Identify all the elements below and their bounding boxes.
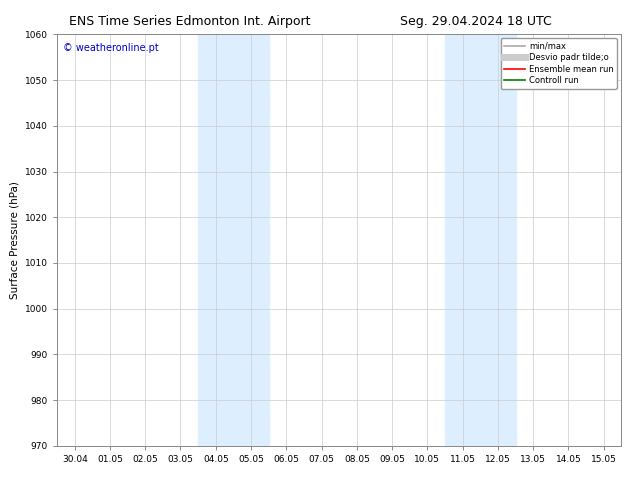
Text: ENS Time Series Edmonton Int. Airport: ENS Time Series Edmonton Int. Airport — [70, 15, 311, 28]
Legend: min/max, Desvio padr tilde;o, Ensemble mean run, Controll run: min/max, Desvio padr tilde;o, Ensemble m… — [501, 39, 617, 89]
Bar — [445, 34, 515, 446]
Text: © weatheronline.pt: © weatheronline.pt — [63, 43, 158, 52]
Y-axis label: Surface Pressure (hPa): Surface Pressure (hPa) — [10, 181, 20, 299]
Text: Seg. 29.04.2024 18 UTC: Seg. 29.04.2024 18 UTC — [399, 15, 552, 28]
Bar — [198, 34, 269, 446]
